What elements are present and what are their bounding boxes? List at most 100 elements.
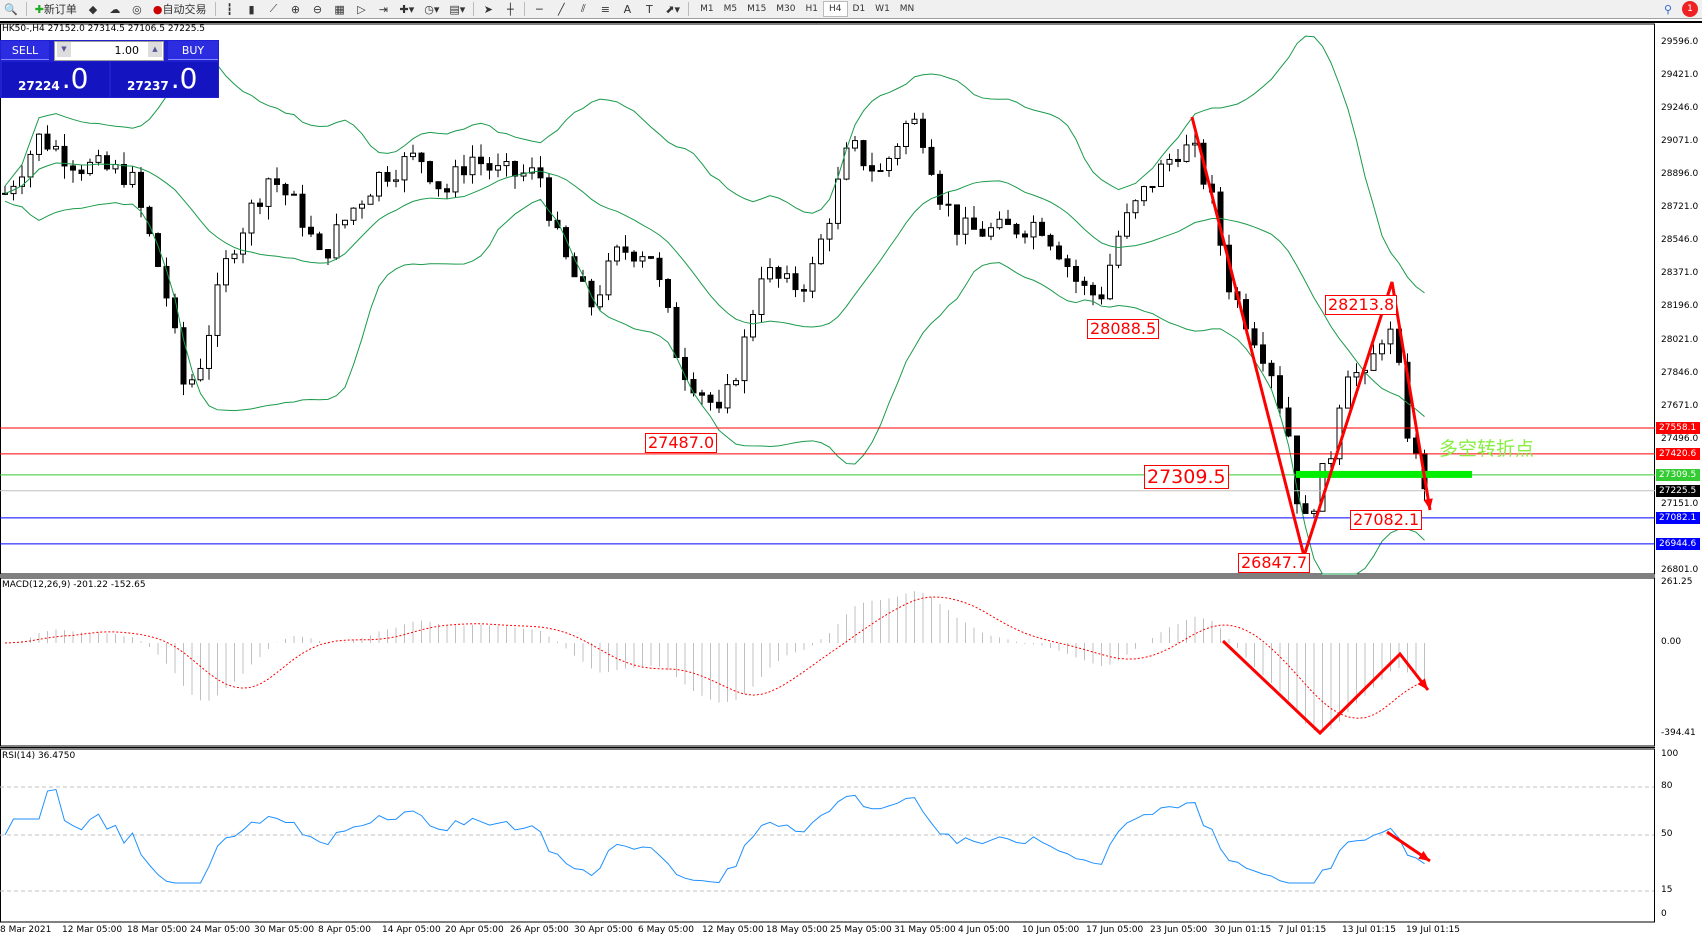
- price-axis-label: 28196.0: [1661, 301, 1699, 312]
- candle-bull: [350, 207, 357, 221]
- candle-bull: [27, 153, 34, 178]
- timeframe-m15[interactable]: M15: [747, 4, 767, 14]
- search-icon[interactable]: ⚲: [1663, 2, 1673, 16]
- sell-button[interactable]: SELL: [1, 41, 49, 60]
- lot-decrease-button[interactable]: ▼: [57, 42, 71, 57]
- candle-bear: [138, 171, 144, 208]
- candle-bear: [537, 167, 544, 179]
- timeframe-h1[interactable]: H1: [805, 4, 819, 14]
- time-axis-label: 8 Apr 05:00: [318, 925, 371, 935]
- channel-icon[interactable]: ⫽: [580, 2, 586, 15]
- trendline-icon[interactable]: ╱: [558, 2, 565, 16]
- candle-bear: [979, 228, 986, 237]
- candle-bear: [1404, 361, 1411, 439]
- new-order-button[interactable]: ✚ 新订单: [33, 1, 79, 17]
- candle-bull: [452, 166, 459, 193]
- time-axis-label: 12 Mar 05:00: [62, 925, 123, 935]
- cursor-icon[interactable]: ➤: [483, 2, 493, 16]
- timeframe-d1[interactable]: D1: [852, 4, 866, 14]
- candle-bear: [1098, 294, 1105, 300]
- macd-axis-label: -394.41: [1661, 727, 1696, 738]
- candle-bull: [206, 334, 212, 369]
- buy-price[interactable]: 27237.0: [111, 62, 218, 97]
- divider: [524, 2, 526, 16]
- time-axis-label: 18 May 05:00: [766, 925, 828, 935]
- price-axis-label: 26801.0: [1661, 564, 1699, 575]
- zoom-icon[interactable]: 🔍: [4, 2, 18, 16]
- timeframe-m30[interactable]: M30: [776, 4, 796, 14]
- lot-size-input[interactable]: 1.00: [54, 41, 164, 61]
- buy-button[interactable]: BUY: [168, 41, 218, 60]
- candle-bear: [308, 226, 314, 235]
- price-line-tag: 27420.6: [1656, 447, 1700, 460]
- candle-bull: [809, 263, 816, 292]
- rsi-line: [4, 788, 1425, 884]
- zoom-out-icon[interactable]: ⊖: [312, 2, 323, 16]
- auto-trade-button[interactable]: ● 自动交易: [151, 1, 209, 17]
- chart-shift-icon[interactable]: ⇥: [378, 2, 389, 16]
- macd-arrow-head: [1417, 678, 1428, 690]
- price-label: 28088.5: [1087, 319, 1160, 339]
- candle-bear: [554, 219, 561, 229]
- candle-bull: [1192, 142, 1198, 146]
- hline-icon[interactable]: ─: [536, 2, 543, 16]
- candle-bear: [155, 233, 161, 267]
- time-axis-label: 26 Apr 05:00: [510, 925, 569, 935]
- candle-bear: [1005, 218, 1011, 225]
- sell-price[interactable]: 27224.0: [2, 62, 109, 97]
- tile-icon[interactable]: ▦: [334, 2, 345, 16]
- arrows-icon[interactable]: ⬈▾: [665, 2, 681, 16]
- macd-axis-label: 0.00: [1661, 637, 1682, 647]
- timeframe-m1[interactable]: M1: [700, 4, 714, 14]
- signal-icon[interactable]: ◎: [132, 2, 142, 16]
- market-watch-icon[interactable]: ◆: [88, 2, 98, 16]
- candle-bull: [843, 147, 850, 180]
- candle-bear: [61, 145, 68, 167]
- candle-bull: [19, 176, 25, 187]
- candle-bull: [886, 157, 892, 172]
- candle-bull: [639, 256, 646, 262]
- price-zigzag-arrow-head: [1423, 498, 1433, 510]
- candle-bull: [265, 178, 272, 207]
- candle-bear: [78, 169, 85, 175]
- autoscroll-icon[interactable]: ▷: [357, 2, 366, 16]
- candle-bear: [316, 233, 323, 251]
- candle-bear: [648, 256, 654, 259]
- candle-bear: [571, 256, 578, 278]
- timeframe-m5[interactable]: M5: [723, 4, 738, 14]
- periods-icon[interactable]: ◷▾: [424, 2, 440, 16]
- candle-bull: [36, 133, 42, 155]
- candle-bear: [1039, 221, 1045, 236]
- notification-badge[interactable]: 1: [1682, 1, 1698, 17]
- timeframe-mn[interactable]: MN: [899, 4, 915, 14]
- indicators-icon[interactable]: ✚▾: [399, 2, 415, 16]
- candle-bull: [733, 380, 739, 386]
- templates-icon[interactable]: ▤▾: [449, 2, 466, 16]
- rsi-axis-label: 50: [1661, 829, 1673, 839]
- sell-price-big: .0: [61, 62, 89, 95]
- lot-increase-button[interactable]: ▲: [148, 42, 162, 57]
- candle-bear: [690, 379, 697, 394]
- text-icon[interactable]: A: [623, 2, 632, 16]
- timeframe-w1[interactable]: W1: [875, 4, 890, 14]
- data-window-icon[interactable]: ☁: [109, 2, 121, 16]
- divider: [688, 2, 690, 16]
- line-chart-icon[interactable]: ⟋: [269, 2, 278, 15]
- bar-chart-icon[interactable]: ┇: [226, 2, 233, 16]
- candle-bull: [962, 217, 969, 235]
- timeframe-h4[interactable]: H4: [823, 1, 848, 17]
- candle-bear: [1073, 266, 1079, 282]
- rsi-arrow-head: [1418, 850, 1430, 861]
- candle-chart-icon[interactable]: ▮: [248, 2, 255, 16]
- candle-bear: [1175, 158, 1181, 162]
- candle-bull: [240, 232, 246, 255]
- candle-bull: [1115, 235, 1122, 266]
- label-icon[interactable]: T: [645, 2, 653, 16]
- fibo-icon[interactable]: ≡: [600, 2, 610, 16]
- crosshair-icon[interactable]: ┼: [507, 2, 514, 16]
- zoom-in-icon[interactable]: ⊕: [290, 2, 301, 16]
- candle-bull: [750, 314, 756, 338]
- time-axis-label: 17 Jun 05:00: [1086, 925, 1144, 935]
- time-axis-label: 30 Jun 01:15: [1214, 925, 1272, 935]
